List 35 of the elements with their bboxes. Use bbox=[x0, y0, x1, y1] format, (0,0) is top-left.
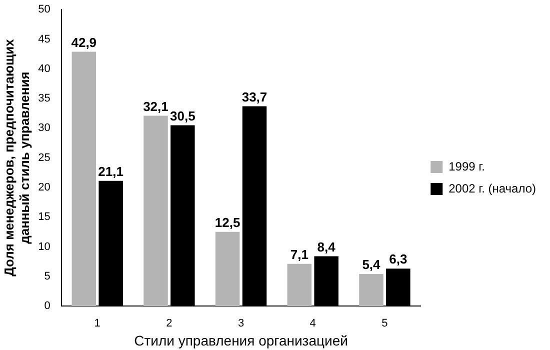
x-tick-label: 3 bbox=[238, 318, 244, 330]
bar bbox=[144, 116, 168, 306]
legend-label: 1999 г. bbox=[448, 159, 485, 174]
bar bbox=[359, 274, 384, 306]
y-tick-label: 35 bbox=[38, 92, 50, 105]
y-tick-label: 50 bbox=[38, 4, 50, 16]
data-label: 12,5 bbox=[214, 214, 240, 230]
data-label: 33,7 bbox=[242, 89, 268, 104]
data-label: 32,1 bbox=[143, 98, 168, 114]
data-label: 42,9 bbox=[71, 34, 97, 50]
data-label: 6,3 bbox=[389, 252, 408, 267]
y-axis-title: Доля менеджеров, предпочитающих данный стиль управления bbox=[1, 38, 32, 276]
bar bbox=[72, 52, 96, 306]
x-tick-label: 2 bbox=[166, 318, 172, 330]
y-tick-label: 0 bbox=[44, 300, 50, 312]
y-tick-label: 5 bbox=[44, 270, 50, 282]
y-tick-label: 45 bbox=[38, 33, 50, 46]
bar bbox=[287, 264, 312, 306]
y-tick-label: 20 bbox=[38, 181, 50, 194]
y-tick-label: 15 bbox=[38, 211, 50, 224]
legend-label: 2002 г. (начало) bbox=[448, 181, 536, 196]
bar bbox=[215, 232, 240, 306]
x-tick-label: 1 bbox=[94, 318, 100, 330]
data-label: 7,1 bbox=[290, 246, 308, 262]
x-tick-label: 5 bbox=[382, 318, 388, 330]
y-tick-label: 40 bbox=[38, 62, 50, 75]
y-tick-label: 25 bbox=[38, 152, 50, 164]
data-label: 8,4 bbox=[317, 239, 336, 254]
data-label: 30,5 bbox=[170, 108, 196, 124]
data-label: 21,1 bbox=[98, 164, 124, 179]
x-tick-label: 4 bbox=[310, 318, 316, 330]
y-tick-label: 30 bbox=[38, 122, 50, 134]
data-label: 5,4 bbox=[362, 257, 382, 272]
y-tick-label: 10 bbox=[38, 240, 50, 253]
x-axis-title: Стили управления организацией bbox=[134, 332, 348, 348]
